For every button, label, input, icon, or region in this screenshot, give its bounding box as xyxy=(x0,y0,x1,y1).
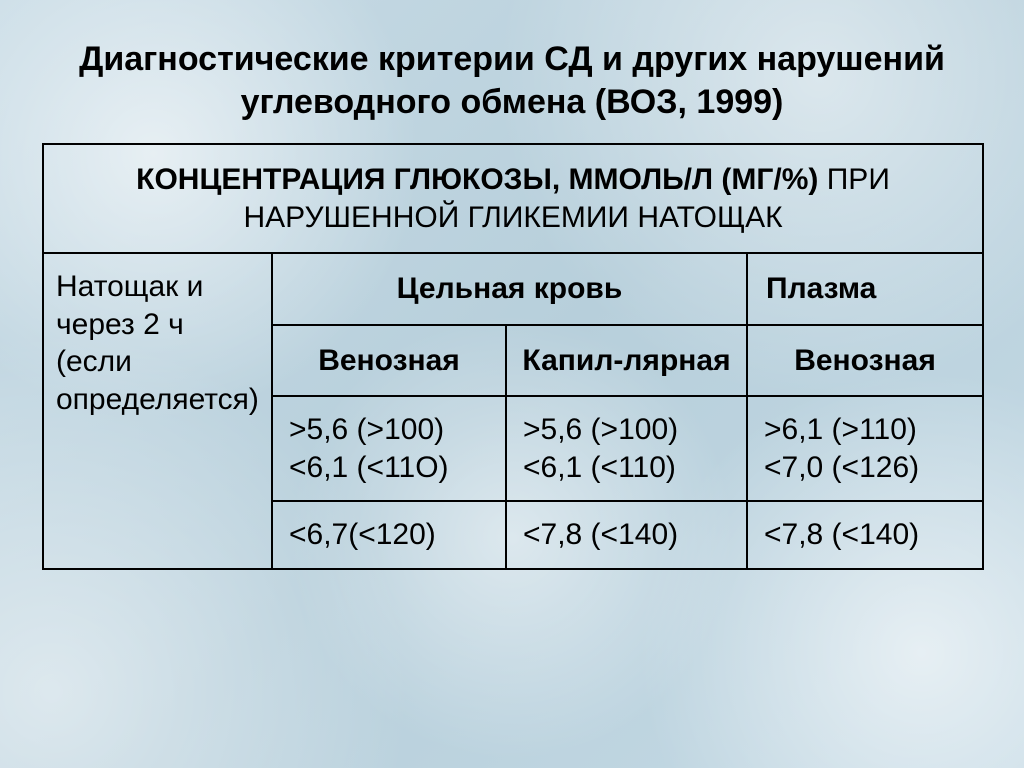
sub-header-venous-1: Венозная xyxy=(272,325,506,397)
table-header-bold: КОНЦЕНТРАЦИЯ ГЛЮКОЗЫ, ММОЛЬ/Л (МГ/%) xyxy=(136,163,818,196)
data-cell-r2c1: <6,7(<120) xyxy=(272,501,506,569)
sub-header-capillary: Капил-лярная xyxy=(506,325,747,397)
row-label-cell: Натощак и через 2 ч (если определяется) xyxy=(43,253,272,569)
slide-title: Диагностические критерии СД и других нар… xyxy=(42,38,982,123)
group-headers-row: Натощак и через 2 ч (если определяется) … xyxy=(43,253,983,325)
data-cell-r1c2: >5,6 (>100) <6,1 (<110) xyxy=(506,396,747,501)
table-header-row: КОНЦЕНТРАЦИЯ ГЛЮКОЗЫ, ММОЛЬ/Л (МГ/%) ПРИ… xyxy=(43,144,983,253)
plasma-header: Плазма xyxy=(747,253,983,325)
data-cell-r1c1: >5,6 (>100) <6,1 (<11О) xyxy=(272,396,506,501)
data-cell-r2c3: <7,8 (<140) xyxy=(747,501,983,569)
data-cell-r1c3: >6,1 (>110) <7,0 (<126) xyxy=(747,396,983,501)
sub-header-venous-2: Венозная xyxy=(747,325,983,397)
criteria-table: КОНЦЕНТРАЦИЯ ГЛЮКОЗЫ, ММОЛЬ/Л (МГ/%) ПРИ… xyxy=(42,143,984,570)
data-cell-r2c2: <7,8 (<140) xyxy=(506,501,747,569)
table-header-cell: КОНЦЕНТРАЦИЯ ГЛЮКОЗЫ, ММОЛЬ/Л (МГ/%) ПРИ… xyxy=(43,144,983,253)
whole-blood-header: Цельная кровь xyxy=(272,253,747,325)
